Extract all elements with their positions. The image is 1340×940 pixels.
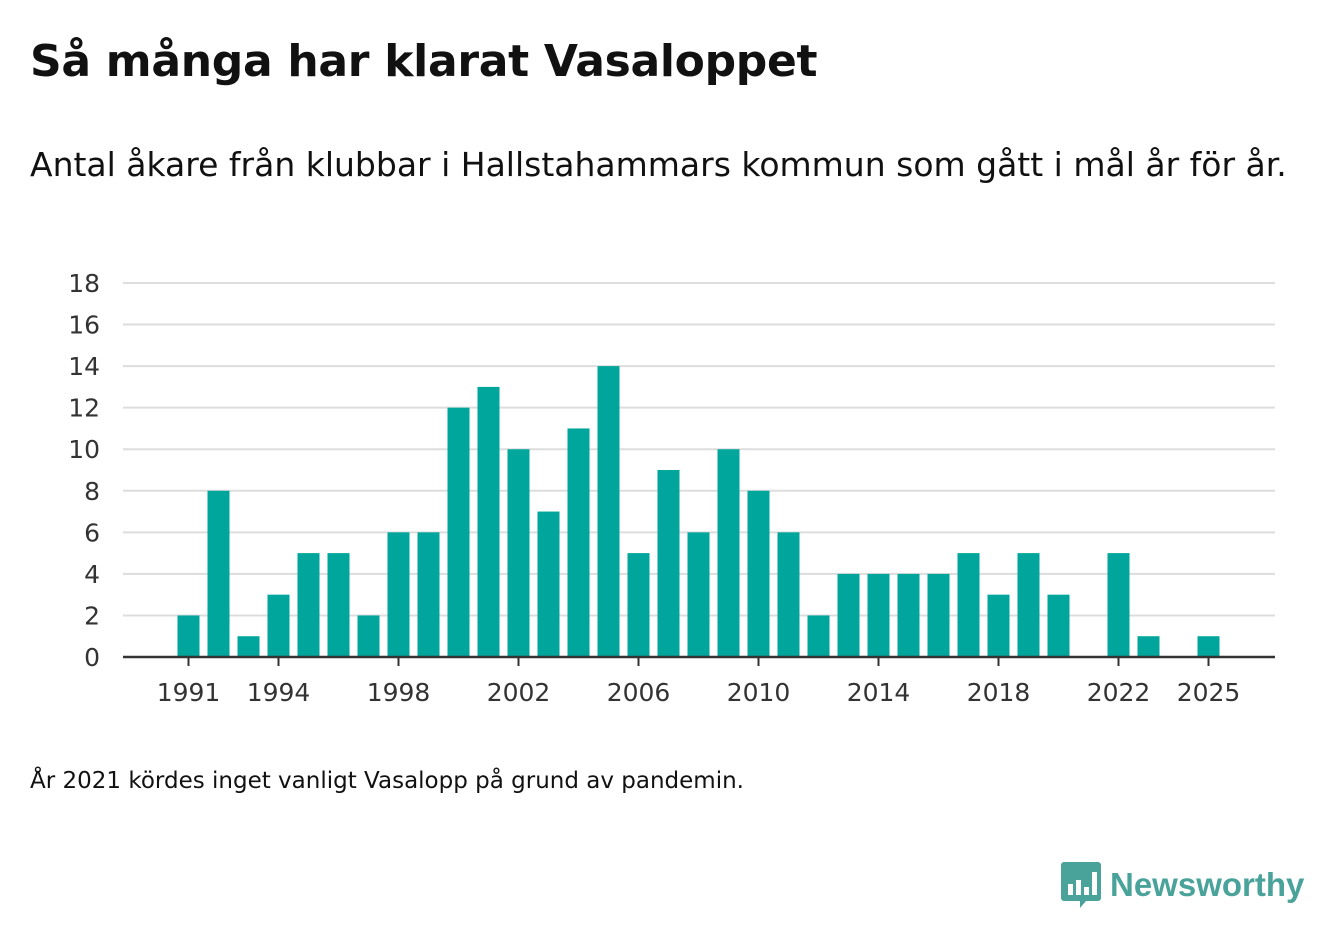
y-axis-ticks: 0 2 4 6 8 10 12 14 16 18 bbox=[68, 269, 100, 672]
y-tick-label: 4 bbox=[84, 560, 100, 589]
bar-2005 bbox=[597, 366, 620, 657]
bar-2008 bbox=[687, 532, 710, 657]
bar-2001 bbox=[477, 386, 500, 657]
x-tick-label: 1991 bbox=[157, 678, 221, 707]
x-tick-label: 2014 bbox=[847, 678, 911, 707]
bar-2000 bbox=[447, 407, 470, 657]
bar-2022 bbox=[1107, 553, 1130, 657]
bar-2020 bbox=[1047, 594, 1070, 657]
chart-subtitle: Antal åkare från klubbar i Hallstahammar… bbox=[30, 145, 1287, 184]
bar-2023 bbox=[1137, 636, 1160, 657]
bar-2012 bbox=[807, 615, 830, 657]
bar-2002 bbox=[507, 449, 530, 657]
chart-title: Så många har klarat Vasaloppet bbox=[30, 36, 818, 87]
x-axis-ticks: 1991 1994 1998 2002 2006 2010 2014 2018 2022 2025 bbox=[157, 657, 1241, 707]
bar-2010 bbox=[747, 490, 770, 657]
bar-2004 bbox=[567, 428, 590, 657]
bar-2017 bbox=[957, 553, 980, 657]
bars bbox=[177, 366, 1220, 657]
bar-2009 bbox=[717, 449, 740, 657]
brand: Newsworthy bbox=[1060, 860, 1304, 910]
x-tick-label: 2018 bbox=[967, 678, 1031, 707]
y-tick-label: 10 bbox=[68, 435, 100, 464]
bar-2006 bbox=[627, 553, 650, 657]
y-tick-label: 6 bbox=[84, 518, 100, 547]
bar-2003 bbox=[537, 511, 560, 657]
newsworthy-logo-icon bbox=[1061, 862, 1101, 908]
bar-1995 bbox=[297, 553, 320, 657]
x-tick-label: 2002 bbox=[487, 678, 551, 707]
y-tick-label: 12 bbox=[68, 394, 100, 423]
bar-2016 bbox=[927, 573, 950, 657]
y-tick-label: 8 bbox=[84, 477, 100, 506]
bar-2014 bbox=[867, 573, 890, 657]
bar-1994 bbox=[267, 594, 290, 657]
bar-2013 bbox=[837, 573, 860, 657]
x-tick-label: 1998 bbox=[367, 678, 431, 707]
bar-2007 bbox=[657, 470, 680, 657]
bar-2011 bbox=[777, 532, 800, 657]
y-tick-label: 2 bbox=[84, 601, 100, 630]
bar-1991 bbox=[177, 615, 200, 657]
y-tick-label: 18 bbox=[68, 269, 100, 298]
bar-1999 bbox=[417, 532, 440, 657]
x-tick-label: 2022 bbox=[1087, 678, 1151, 707]
bar-1996 bbox=[327, 553, 350, 657]
brand-name: Newsworthy bbox=[1110, 866, 1305, 903]
y-tick-label: 16 bbox=[68, 311, 100, 340]
bar-1993 bbox=[237, 636, 260, 657]
footnote: År 2021 kördes inget vanligt Vasalopp på… bbox=[30, 768, 744, 794]
bar-chart: 0 2 4 6 8 10 12 14 16 18 1991 1994 1998 2002 2006 2010… bbox=[68, 269, 1275, 707]
bar-1998 bbox=[387, 532, 410, 657]
x-tick-label: 1994 bbox=[247, 678, 311, 707]
bar-2025 bbox=[1197, 636, 1220, 657]
x-tick-label: 2006 bbox=[607, 678, 671, 707]
bar-1992 bbox=[207, 490, 230, 657]
bar-2015 bbox=[897, 573, 920, 657]
x-tick-label: 2025 bbox=[1177, 678, 1241, 707]
y-tick-label: 0 bbox=[84, 643, 100, 672]
x-tick-label: 2010 bbox=[727, 678, 791, 707]
bar-1997 bbox=[357, 615, 380, 657]
bar-2019 bbox=[1017, 553, 1040, 657]
bar-2018 bbox=[987, 594, 1010, 657]
y-tick-label: 14 bbox=[68, 352, 100, 381]
